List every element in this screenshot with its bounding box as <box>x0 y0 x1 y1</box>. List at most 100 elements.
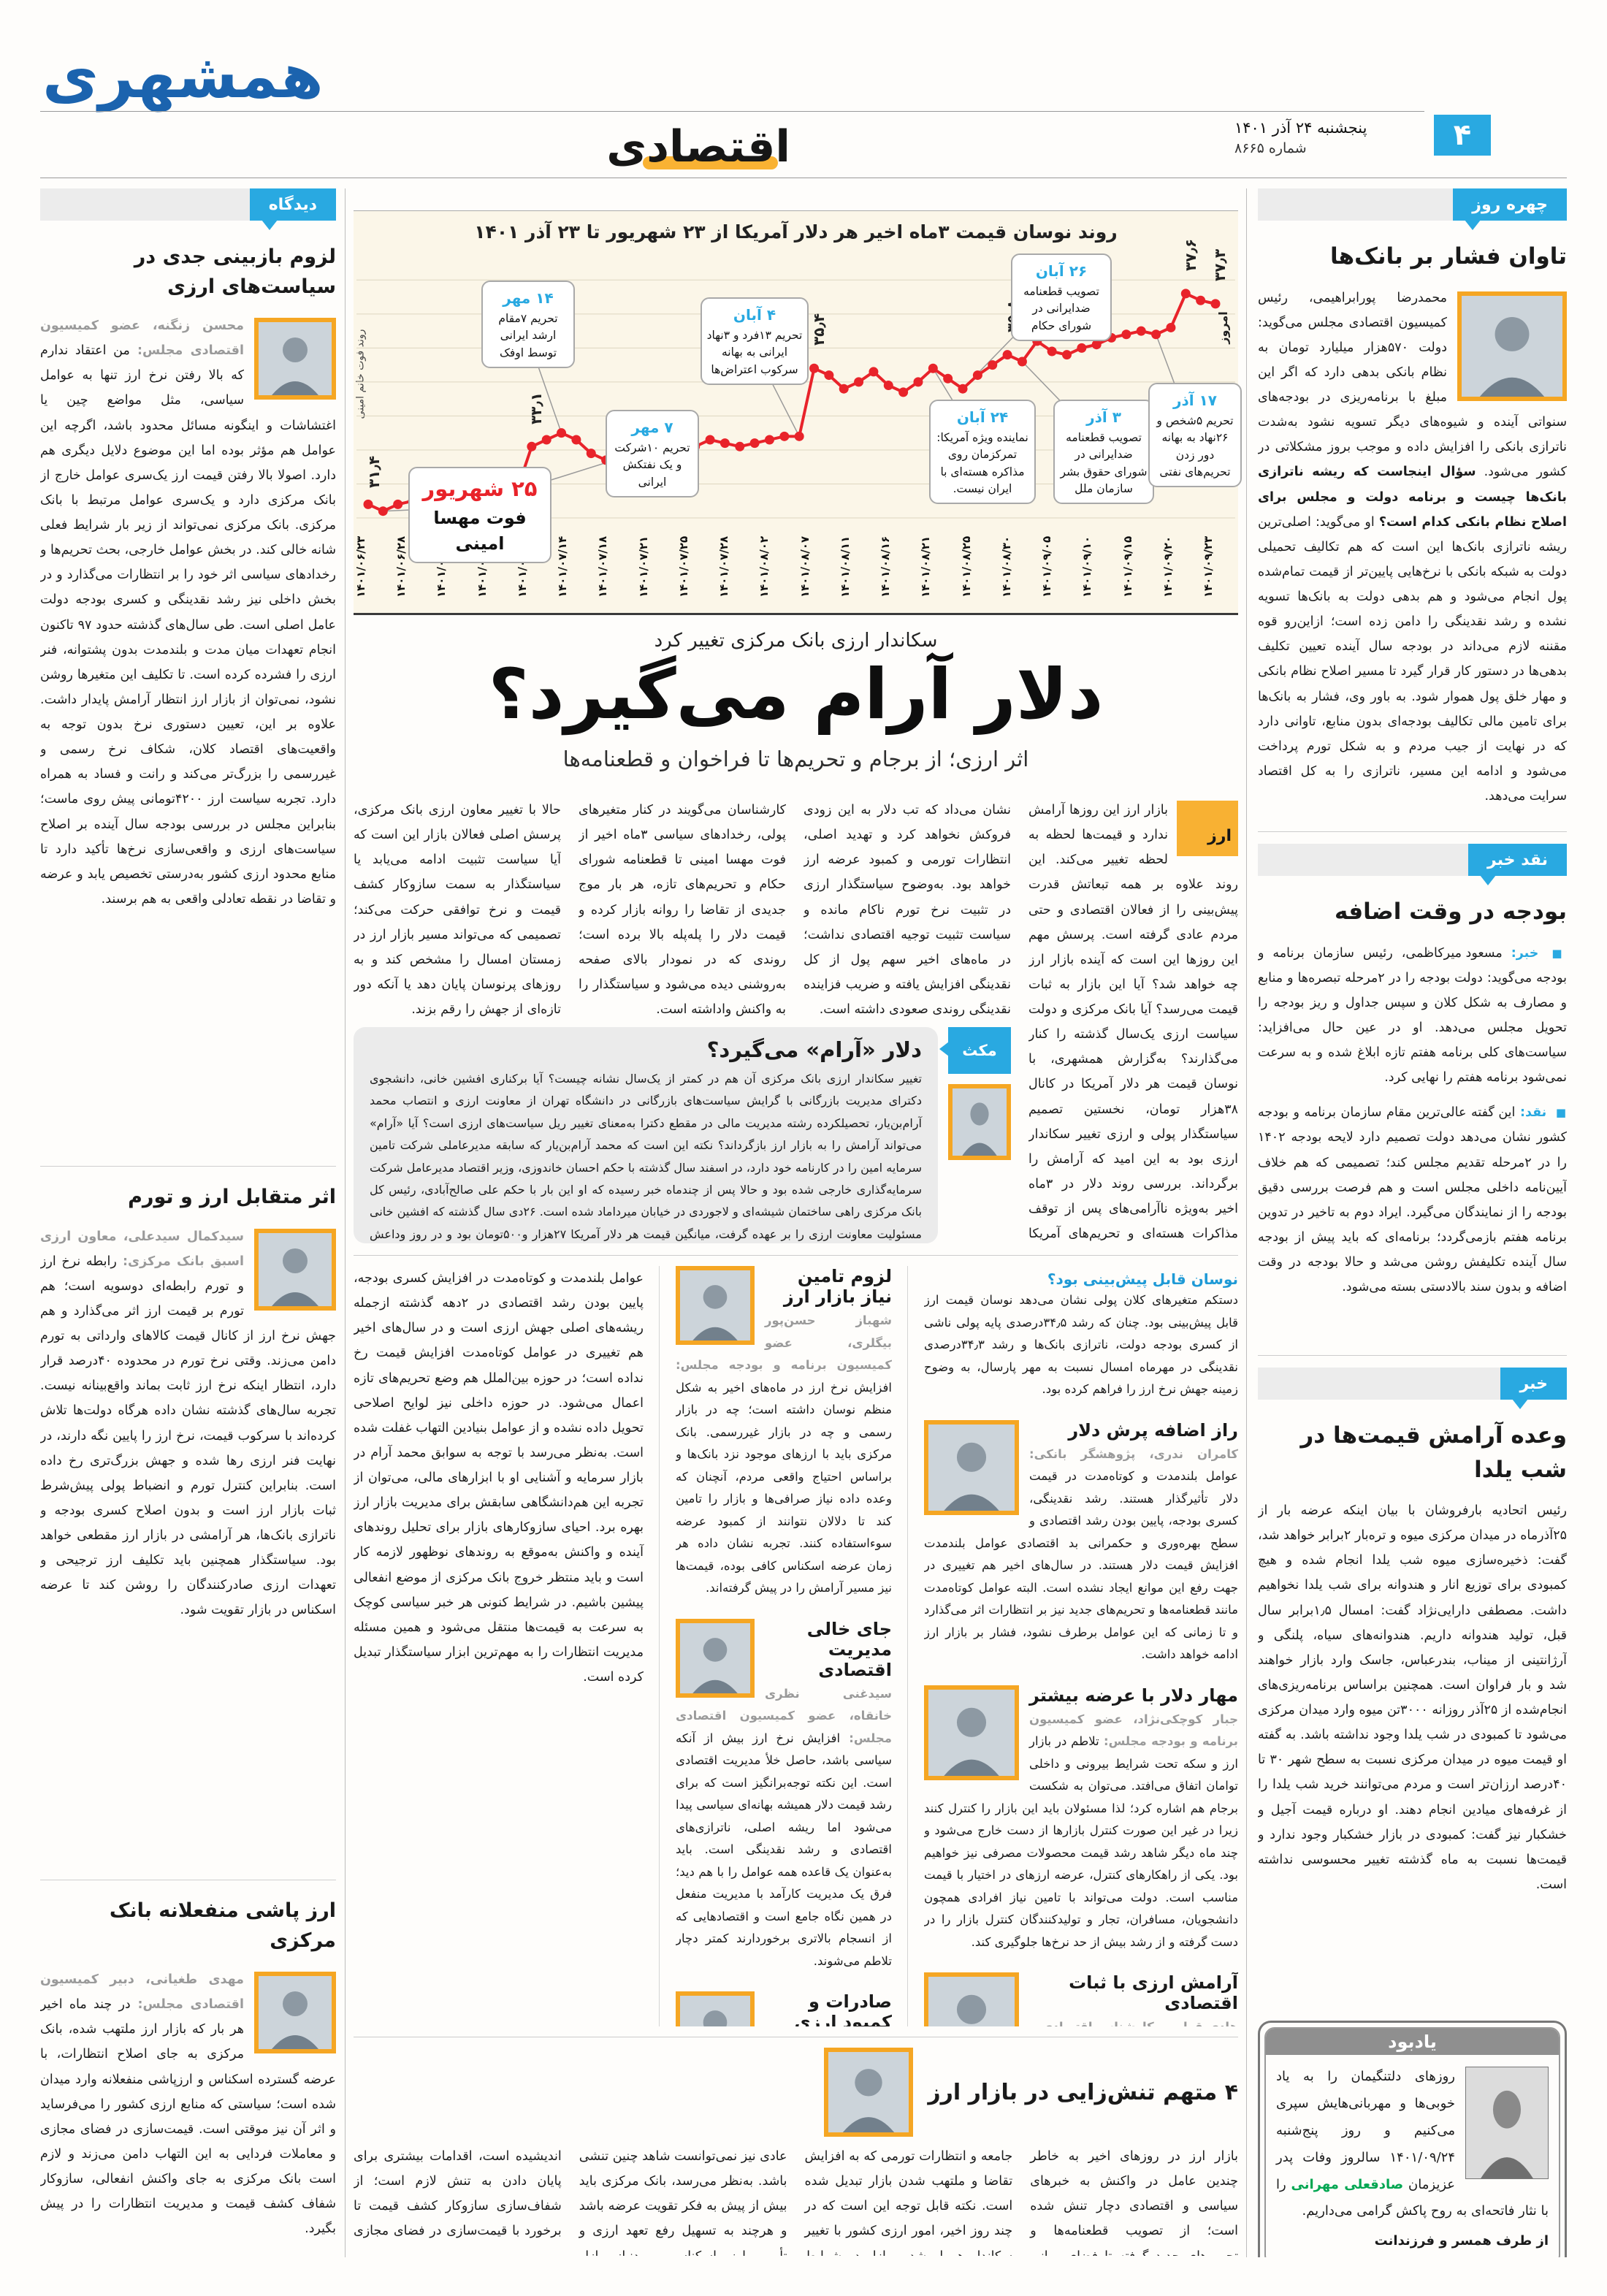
sidebar-article-body: سیدکمال سیدعلی، معاون ارزی اسبق بانک مرک… <box>40 1224 336 1623</box>
main-article-lead-column: ارز بازار ارز این روزها آرامش ندارد و قی… <box>1028 798 1238 1245</box>
naqd-paragraph: ■ نقد: این گفته عالی‌ترین مقام سازمان بر… <box>1258 1100 1567 1300</box>
mini-article-text: افزایش نرخ ارز در ماه‌های اخیر به شکل من… <box>676 1380 892 1595</box>
mini-article-text: افزایش نرخ ارز بیش از آنکه سیاسی باشد، ح… <box>676 1731 892 1968</box>
khabar-text: مسعود میرکاظمی، رئیس سازمان برنامه و بود… <box>1258 945 1567 1086</box>
main-headline: دلار آرام می‌گیرد؟ <box>488 655 1105 735</box>
mini-article: لزوم تامین نیاز بازار ارز شهباز حسن‌پور ب… <box>676 1266 892 1600</box>
chart-x-tick: ۱۴۰۱/۰۸/۰۲ <box>757 535 771 598</box>
mini-article: صادرات و کمبود ارزیعلیرضا مناقبی، رئیس م… <box>676 1991 892 2026</box>
sidebar-article-headline: لزوم بازبینی جدی در سیاست‌های ارزی <box>134 245 336 298</box>
mini-article-photo <box>676 1991 755 2026</box>
band-right-zone: نوسان قابل پیش‌بینی بود؟ دستکم متغیرهای … <box>924 1266 1238 2026</box>
sidebar-article-photo <box>254 318 336 400</box>
chart-x-tick: ۱۴۰۱/۰۷/۲۵ <box>676 535 690 598</box>
chart-point-label: ۳۷٫۶ <box>1182 238 1200 272</box>
sidebar-article-photo <box>254 1972 336 2053</box>
mokth-body: دلار «آرام» می‌گیرد؟ تغییر سکاندار ارزی … <box>354 1027 938 1243</box>
blue-square-icon: ■ <box>1551 946 1567 960</box>
memorial-deceased-name: صادقعلی مهرانی <box>1291 2176 1404 2192</box>
chart-annotation-date: ۷ مهر <box>631 419 673 436</box>
face-of-day-headline: تاوان فشار بر بانک‌ها <box>1329 243 1567 270</box>
news-critique-tab-row: نقد خبر <box>1258 844 1567 885</box>
chart-annotation-date: ۱۴ مهر <box>503 289 554 307</box>
chart-annotation-text: نماینده ویژه آمریکا: تمرکزمان روی مذاکره… <box>936 431 1028 495</box>
face-of-day-block: چهره روز تاوان فشار بر بانک‌ها محمدرضا پ… <box>1258 188 1567 831</box>
face-of-day-body: محمدرضا پورابراهیمی، رئیس کمیسیون اقتصاد… <box>1258 286 1567 809</box>
mini-article-headline: آرامش ارزی با ثبات اقتصادی <box>1069 1972 1238 2014</box>
mini-article-text: تلاطم در بازار ارز و سکه تحت شرایط بیرون… <box>924 1734 1238 1949</box>
nosan-subhead: نوسان قابل پیش‌بینی بود؟ <box>1047 1270 1238 1288</box>
middle-band: نوسان قابل پیش‌بینی بود؟ دستکم متغیرهای … <box>354 1255 1238 2026</box>
chart-annotation: ۴ آبان تحریم ۱۳فرد و ۳نهاد ایرانی به بهان… <box>701 297 809 385</box>
sidebar-article: ارز پاشی منفعلانه بانک مرکزی مهدی طغیانی،… <box>40 1893 336 2257</box>
chart-x-tick: ۱۴۰۱/۰۸/۳۰ <box>999 535 1013 598</box>
face-of-day-tab-row: چهره روز <box>1258 188 1567 230</box>
chart-x-tick: ۱۴۰۱/۰۶/۲۳ <box>354 535 368 598</box>
khabar-paragraph: ■ خبر: مسعود میرکاظمی، رئیس سازمان برنام… <box>1258 941 1567 1091</box>
chart-annotation-text: تحریم ۵شخص و ۲۶نهاد به بهانه دور زدن تحر… <box>1156 414 1234 478</box>
sidebar-article-byline: مهدی طغیانی، دبیر کمیسیون اقتصادی مجلس: <box>40 1972 244 2013</box>
main-subhead: اثر ارزی؛ از برجام و تحریم‌ها تا فراخوان… <box>562 747 1029 771</box>
memorial-signature: از طرف همسر و فرزندانت <box>1374 2233 1549 2249</box>
main-article-col2-text: نشان می‌داد که تب دلار به این زودی فروکش… <box>804 803 1011 1017</box>
chart-point-label: ۳۳٫۱ <box>527 392 546 425</box>
newspaper-logo: همشهری <box>42 40 325 112</box>
mini-article-byline: شهباز حسن‌پور بیگلری، عضو کمیسیون برنامه… <box>676 1313 892 1373</box>
chart-annotation: ۱۴ مهر تحریم ۷مقام ارشد ایرانی توسط اوفک <box>481 281 575 368</box>
face-of-day-text-2: او می‌گوید: اصلی‌ترین ریشه ناترازی بانک‌… <box>1258 514 1567 804</box>
portrait-icon <box>1466 2067 1548 2178</box>
portrait-icon <box>259 1232 332 1306</box>
news-critique-block: نقد خبر بودجه در وقت اضافه ■ خبر: مسعود … <box>1258 831 1567 1355</box>
news-tab-row: خبر <box>1258 1368 1567 1409</box>
chart-title: روند نوسان قیمت ۳ماه اخیر هر دلار آمریکا… <box>474 221 1118 243</box>
portrait-icon <box>680 1996 750 2026</box>
right-column: چهره روز تاوان فشار بر بانک‌ها محمدرضا پ… <box>1258 188 1567 2257</box>
mini-article-photo <box>676 1618 755 1698</box>
chart-annotation-text: تصویب قطعنامه ضدایرانی در شورای حقوق بشر… <box>1060 431 1148 495</box>
portrait-icon <box>680 1622 750 1693</box>
chart-annotation-date: ۴ آبان <box>733 306 776 324</box>
main-article-lead-text: بازار ارز این روزها آرامش ندارد و قیمت‌ه… <box>1028 803 1238 1242</box>
column-divider-right <box>1246 188 1247 2257</box>
naqd-label: نقد: <box>1519 1105 1547 1121</box>
chart-annotation-text: فوت مهسا امینی <box>433 508 527 554</box>
chart-x-tick: ۱۴۰۱/۰۷/۱۸ <box>596 535 610 598</box>
news-tab: خبر <box>1500 1368 1567 1409</box>
memorial-text-after: را با نثار فاتحه‌ای به روح پاکش گرامی می… <box>1276 2176 1549 2219</box>
main-article: ارز بازار ارز این روزها آرامش ندارد و قی… <box>354 798 1238 1245</box>
nosan-text: دستکم متغیرهای کلان پولی نشان می‌دهد نوس… <box>924 1293 1238 1397</box>
main-article-left-group: نشان می‌داد که تب دلار به این زودی فروکش… <box>354 798 1011 1245</box>
mini-article-headline: صادرات و کمبود ارزی <box>794 1991 892 2026</box>
main-article-columns: نشان می‌داد که تب دلار به این زودی فروکش… <box>354 798 1011 1017</box>
chart-x-tick: ۱۴۰۱/۰۹/۱۵ <box>1121 535 1134 598</box>
sidebar-article: لزوم بازبینی جدی در سیاست‌های ارزی محسن ز… <box>40 240 336 1167</box>
chart-annotation: ۲۶ آبان تصویب قطعنامه ضدایرانی در شورای ح… <box>1011 253 1112 341</box>
sidebar-article-text: در چند ماه اخیر هر بار که بازار ارز ملته… <box>40 1997 336 2237</box>
mini-article: مهار دلار با عرضه بیشتر جبار کوچکی‌نژاد، … <box>924 1685 1238 1954</box>
chart-x-tick: ۱۴۰۱/۰۹/۲۳ <box>1202 535 1215 598</box>
nosan-block: نوسان قابل پیش‌بینی بود؟ دستکم متغیرهای … <box>924 1266 1238 1401</box>
sidebar-article-body: مهدی طغیانی، دبیر کمیسیون اقتصادی مجلس: … <box>40 1967 336 2241</box>
chart-x-tick: ۱۴۰۱/۰۹/۰۵ <box>1040 535 1054 598</box>
chart-annotation: ۱۷ آذر تحریم ۵شخص و ۲۶نهاد به بهانه دور ز… <box>1148 383 1242 487</box>
chart-x-tick: ۱۴۰۱/۰۸/۱۶ <box>879 535 893 598</box>
mini-article-byline: جبار کوچکی‌نژاد، عضو کمیسیون برنامه و بو… <box>1029 1712 1238 1749</box>
dateline: پنجشنبه ۲۴ آذر ۱۴۰۱ شماره ۸۶۶۵ <box>1234 117 1426 159</box>
mini-article-photo <box>676 1266 755 1345</box>
portrait-icon <box>680 1270 750 1340</box>
chart-x-tick: ۱۴۰۱/۰۹/۱۰ <box>1080 535 1094 598</box>
bottom-article: ۴ متهم تنش‌زایی در بازار ارز بازار ارز د… <box>354 2037 1238 2256</box>
chart-x-tick: ۱۴۰۱/۰۸/۲۱ <box>919 535 933 598</box>
main-article-column-4: حالا با تغییر معاون ارزی بانک مرکزی، پرس… <box>354 803 561 1017</box>
chart-point-label: ۳۱٫۴ <box>365 455 383 489</box>
sidebar-article-text: من اعتقاد ندارم که بالا رفتن نرخ ارز تنه… <box>40 343 336 907</box>
chart-x-tick: ۱۴۰۱/۰۷/۱۴ <box>556 535 570 598</box>
chart-annotation-date: ۲۵ شهریور <box>422 476 538 501</box>
sidebar-article-body: محسن زنگنه، عضو کمیسیون اقتصادی مجلس: من… <box>40 313 336 912</box>
chart-annotation: ۲۵ شهریور فوت مهسا امینی <box>408 467 551 563</box>
chart-x-tick: ۱۴۰۱/۰۸/۱۱ <box>838 535 852 598</box>
mokth-rail: مکث <box>939 1027 1011 1243</box>
portrait-icon <box>1462 295 1562 397</box>
mini-article-byline: سیدغنی نظری خانقاه، عضو کمیسیون اقتصادی … <box>676 1686 892 1745</box>
